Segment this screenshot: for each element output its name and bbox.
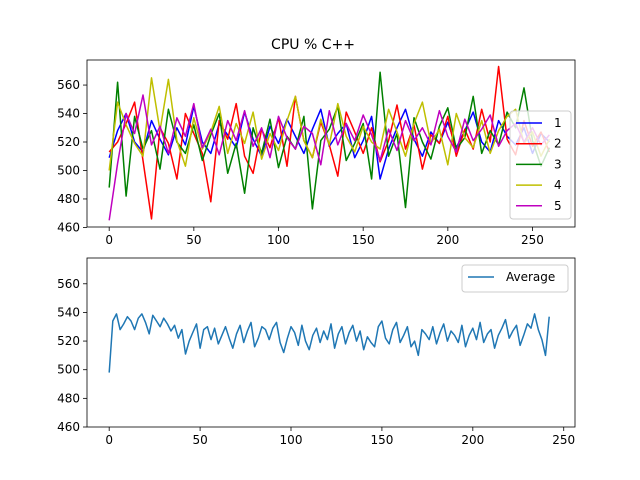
y-tick-label: 480 xyxy=(57,391,80,405)
legend-frame xyxy=(461,264,569,293)
x-tick-label: 0 xyxy=(105,433,113,447)
y-tick-label: 520 xyxy=(57,334,80,348)
x-tick-label: 250 xyxy=(552,433,575,447)
bottom-axes-frame xyxy=(86,257,576,428)
bottom-legend: Average xyxy=(461,264,569,293)
bottom-chart: 0 50 100 150 200 250 460 480 500 520 540 560 Averag… xyxy=(57,257,576,447)
series-line-average xyxy=(108,313,550,373)
y-tick-label: 560 xyxy=(57,277,80,291)
legend-label: Average xyxy=(506,270,555,284)
x-tick-label: 250 xyxy=(521,233,544,247)
x-tick-label: 150 xyxy=(370,433,393,447)
legend-label: 2 xyxy=(554,137,562,151)
bottom-series-group xyxy=(108,313,550,373)
bottom-ticks-group: 0 50 100 150 200 250 460 480 500 520 540 560 xyxy=(57,277,575,447)
y-tick-label: 560 xyxy=(57,78,80,92)
top-series-group xyxy=(108,65,551,221)
y-tick-label: 540 xyxy=(57,107,80,121)
series-line-cpu-3 xyxy=(108,71,551,210)
top-ticks-group: 0 50 100 150 200 250 460 480 500 520 540 560 xyxy=(57,78,544,247)
x-tick-label: 200 xyxy=(461,433,484,447)
y-tick-label: 480 xyxy=(57,192,80,206)
y-tick-label: 520 xyxy=(57,135,80,149)
x-tick-label: 100 xyxy=(280,433,303,447)
x-tick-label: 150 xyxy=(352,233,375,247)
top-legend: 1 2 3 4 5 xyxy=(509,110,572,220)
y-tick-label: 500 xyxy=(57,163,80,177)
y-tick-label: 460 xyxy=(57,220,80,234)
series-line-cpu-5 xyxy=(108,94,550,221)
y-tick-label: 540 xyxy=(57,305,80,319)
top-chart: 0 50 100 150 200 250 460 480 500 520 540 560 1 2 3 4 5 xyxy=(57,59,576,247)
x-tick-label: 100 xyxy=(267,233,290,247)
legend-label: 3 xyxy=(554,157,562,171)
legend-label: 5 xyxy=(554,199,562,213)
chart-title: CPU % C++ xyxy=(271,37,355,53)
legend-label: 4 xyxy=(554,178,562,192)
x-tick-label: 0 xyxy=(105,233,113,247)
x-tick-label: 50 xyxy=(192,433,207,447)
y-tick-label: 500 xyxy=(57,363,80,377)
x-tick-label: 50 xyxy=(186,233,201,247)
legend-label: 1 xyxy=(554,116,562,130)
x-tick-label: 200 xyxy=(436,233,459,247)
y-tick-label: 460 xyxy=(57,420,80,434)
series-line-cpu-4 xyxy=(108,77,551,171)
top-axes-frame xyxy=(86,59,576,228)
